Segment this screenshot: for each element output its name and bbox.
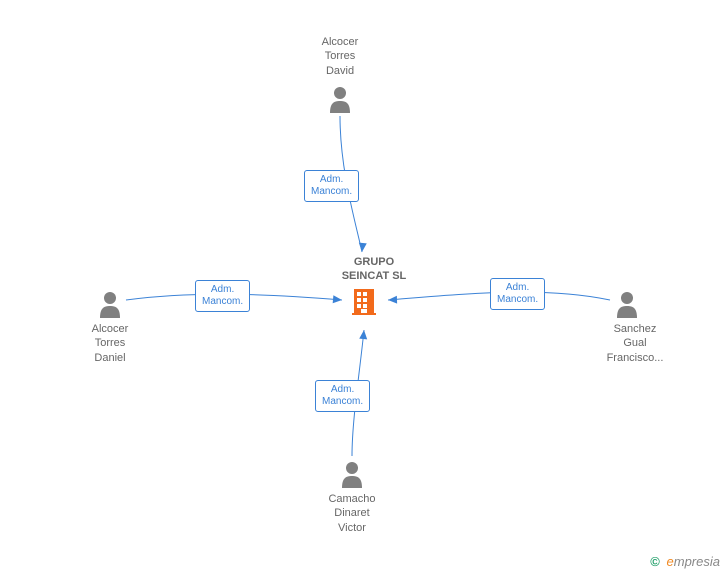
person-icon — [330, 87, 350, 113]
person-label: Alcocer Torres David — [300, 35, 380, 78]
edge-label: Adm. Mancom. — [304, 170, 359, 202]
edge-arrow-left — [333, 295, 343, 304]
edge-arrow-right — [388, 296, 397, 304]
watermark: © empresia — [650, 554, 720, 569]
brand-first-letter: e — [667, 554, 674, 569]
brand-rest: mpresia — [674, 554, 720, 569]
diagram-canvas — [0, 0, 728, 575]
person-label: Alcocer Torres Daniel — [70, 322, 150, 365]
center-company-label: GRUPO SEINCAT SL — [339, 255, 409, 284]
copyright-symbol: © — [650, 554, 660, 569]
edge-label: Adm. Mancom. — [195, 280, 250, 312]
person-icon — [617, 292, 637, 318]
building-icon — [352, 289, 376, 315]
person-icon — [100, 292, 120, 318]
edge-arrow-top — [358, 243, 367, 253]
edge-arrow-bottom — [359, 330, 368, 340]
person-label: Sanchez Gual Francisco... — [590, 322, 680, 365]
edge-label: Adm. Mancom. — [315, 380, 370, 412]
person-icon — [342, 462, 362, 488]
edge-label: Adm. Mancom. — [490, 278, 545, 310]
person-label: Camacho Dinaret Victor — [312, 492, 392, 535]
